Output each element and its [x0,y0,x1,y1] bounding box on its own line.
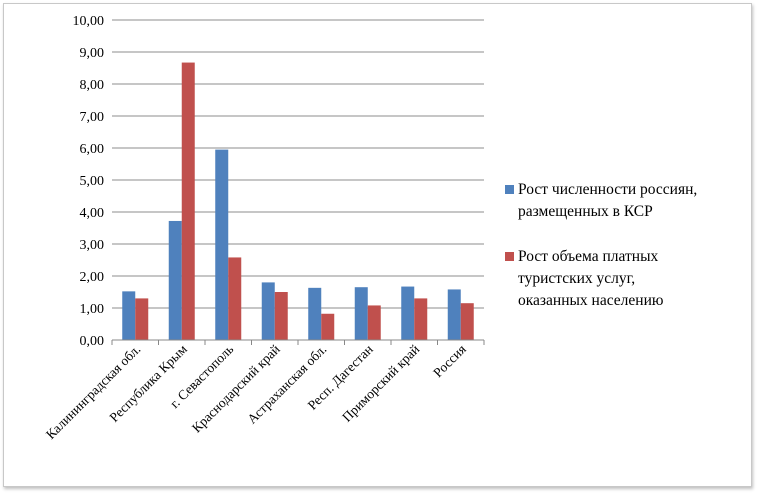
bar-series2 [228,257,242,340]
y-tick-label: 1,00 [80,302,105,317]
bar-series1 [401,286,415,340]
x-category-label: Россия [430,342,469,381]
y-tick-label: 8,00 [80,78,105,93]
x-category-label: Краснодарский край [189,342,283,436]
legend-swatch [505,185,514,194]
y-tick-label: 4,00 [80,206,105,221]
bar-series2 [321,313,335,340]
bar-series2 [460,303,474,340]
y-tick-label: 10,00 [73,14,105,29]
y-tick-label: 9,00 [80,46,105,61]
bar-series1 [354,287,368,340]
bar-series1 [122,291,136,340]
bar-series2 [274,292,288,340]
y-tick-label: 0,00 [80,334,105,349]
bar-chart: 0,00 1,00 2,00 3,00 4,00 5,00 6,00 7,00 8,00 9,00… [43,14,697,442]
bar-series1 [168,220,182,340]
y-axis-ticks: 0,00 1,00 2,00 3,00 4,00 5,00 6,00 7,00 8,00 9,00… [73,14,105,349]
bar-series2 [367,305,381,340]
legend-label: Рост численности россиян, [518,181,697,198]
bar-series1 [447,289,461,340]
legend-swatch [505,252,514,261]
y-tick-label: 7,00 [80,110,105,125]
legend-label: размещенных в КСР [518,203,653,220]
bar-series2 [135,298,149,340]
legend-label: туристских услуг, [518,270,635,287]
legend-label: оказанных населению [518,292,663,309]
x-category-label: Астраханская обл. [244,342,329,427]
bar-series1 [215,149,229,340]
gridlines [112,19,484,309]
y-tick-label: 3,00 [80,238,105,253]
legend: Рост численности россиян, размещенных в К… [505,181,697,309]
bar-series1 [261,282,275,340]
y-tick-label: 2,00 [80,270,105,285]
legend-label: Рост объема платных [518,248,658,265]
x-category-label: Республика Крым [106,341,190,425]
y-tick-label: 5,00 [80,174,105,189]
chart-frame: 0,00 1,00 2,00 3,00 4,00 5,00 6,00 7,00 8,00 9,00… [3,3,752,487]
bar-series2 [181,62,195,341]
bar-series1 [308,287,322,340]
bars [122,62,474,341]
bar-series2 [414,298,428,340]
y-tick-label: 6,00 [80,142,105,157]
